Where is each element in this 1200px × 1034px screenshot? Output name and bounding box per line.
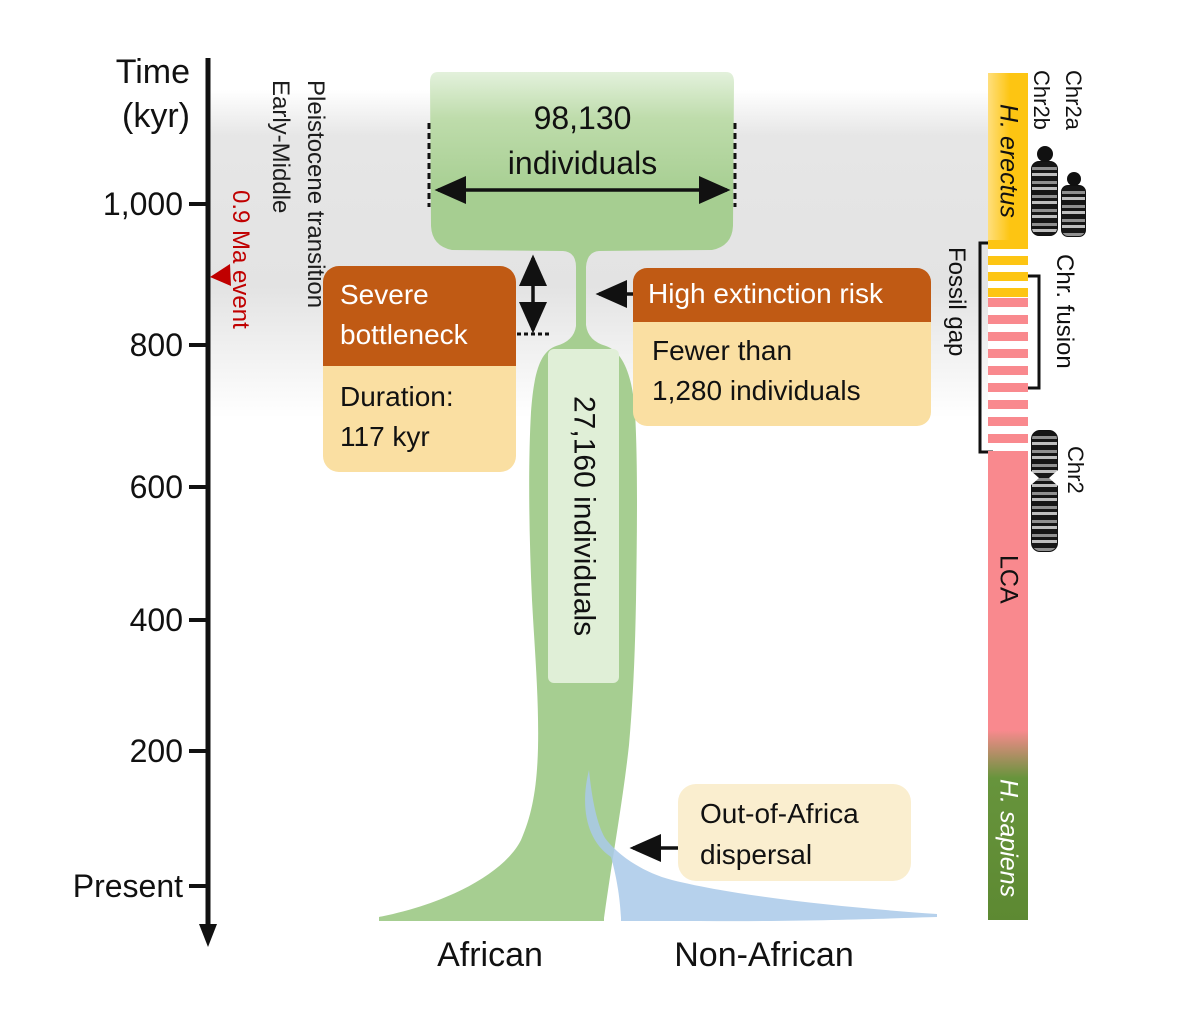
chr2-centromere-pinch-left (1030, 470, 1039, 486)
time-axis-title-line1: Time (115, 53, 190, 91)
time-axis-ticks (189, 202, 206, 888)
non-african-dispersal-shape (585, 770, 937, 922)
chr-fusion-label: Chr. fusion (1051, 254, 1078, 369)
tick-label-800: 800 (129, 327, 183, 363)
tick-label-present: Present (72, 868, 183, 904)
chr2-centromere-pinch-right (1049, 470, 1058, 486)
fossil-gap-bracket (978, 241, 993, 454)
dispersal-line2: dispersal (700, 838, 813, 870)
risk-body-line2: 1,280 individuals (652, 375, 861, 407)
non-african-lineage-label: Non-African (674, 936, 854, 974)
tick-label-1000: 1,000 (102, 186, 183, 222)
chr2a-ideogram-knob (1067, 172, 1081, 186)
time-axis-title-line2: (kyr) (122, 97, 190, 136)
extinction-risk-body: Fewer than 1,280 individuals (633, 321, 931, 426)
risk-body-line1: Fewer than (652, 334, 793, 366)
lca-label: LCA (988, 543, 1028, 615)
severe-bottleneck-callout: Severe bottleneck Duration: 117 kyr (323, 266, 516, 472)
bottleneck-population-panel: 27,160 individuals (548, 349, 619, 683)
time-axis-arrowhead (199, 924, 217, 947)
h-erectus-text: H. erectus (994, 104, 1023, 218)
severe-body-line1: Duration: (340, 380, 454, 412)
tick-label-400: 400 (129, 602, 183, 638)
lca-bar-segment (988, 452, 1028, 730)
h-erectus-label: H. erectus (988, 82, 1028, 240)
pre-bottleneck-unit: individuals (507, 145, 658, 182)
pleistocene-transition-label: Early-Middle Pleistocene transition (266, 80, 329, 308)
fossil-gap-yellow-dashes (988, 240, 1028, 298)
chr2a-label: Chr2a (1061, 70, 1086, 130)
severe-body-line2: 117 kyr (340, 421, 430, 453)
severe-title-line1: Severe (340, 279, 429, 310)
event-0-9ma-label: 0.9 Ma event (227, 190, 254, 329)
chr2b-ideogram-knob (1037, 146, 1053, 162)
pre-bottleneck-count: 98,130 (533, 100, 632, 136)
lca-to-sapiens-gradient (988, 730, 1028, 778)
extinction-risk-callout: High extinction risk Fewer than 1,280 in… (633, 268, 931, 426)
fossil-gap-label: Fossil gap (943, 247, 970, 357)
tick-label-600: 600 (129, 469, 183, 505)
chr2b-ideogram (1031, 161, 1058, 236)
h-sapiens-text: H. sapiens (994, 778, 1023, 898)
h-sapiens-bar-segment (988, 778, 1028, 920)
severe-bottleneck-body: Duration: 117 kyr (323, 365, 516, 472)
bottleneck-population-label: 27,160 individuals (567, 395, 601, 637)
event-0-9ma-marker (210, 264, 231, 286)
dispersal-callout: Out-of-Africa dispersal (678, 784, 911, 881)
tick-label-200: 200 (129, 733, 183, 769)
time-axis-title: Time (kyr) (55, 50, 190, 138)
chr-fusion-bracket (1026, 274, 1041, 390)
transition-label-line2: Pleistocene transition (302, 80, 329, 309)
extinction-risk-header: High extinction risk (633, 268, 931, 322)
transition-label-line1: Early-Middle (267, 80, 294, 214)
dispersal-line1: Out-of-Africa (700, 798, 859, 829)
chr2b-label: Chr2b (1029, 70, 1054, 130)
severe-title-line2: bottleneck (340, 318, 468, 350)
african-lineage-label: African (437, 936, 543, 974)
lca-text: LCA (994, 554, 1023, 604)
fossil-gap-pink-dashes (988, 298, 1028, 452)
chr2-label: Chr2 (1063, 446, 1088, 494)
pre-bottleneck-population-label: 98,130 individuals (430, 96, 735, 187)
severe-bottleneck-header: Severe bottleneck (323, 266, 516, 366)
chr2a-ideogram (1061, 185, 1086, 237)
h-erectus-bar-segment (988, 73, 1028, 240)
chr2-ideogram (1031, 430, 1058, 552)
h-sapiens-label: H. sapiens (988, 760, 1028, 916)
